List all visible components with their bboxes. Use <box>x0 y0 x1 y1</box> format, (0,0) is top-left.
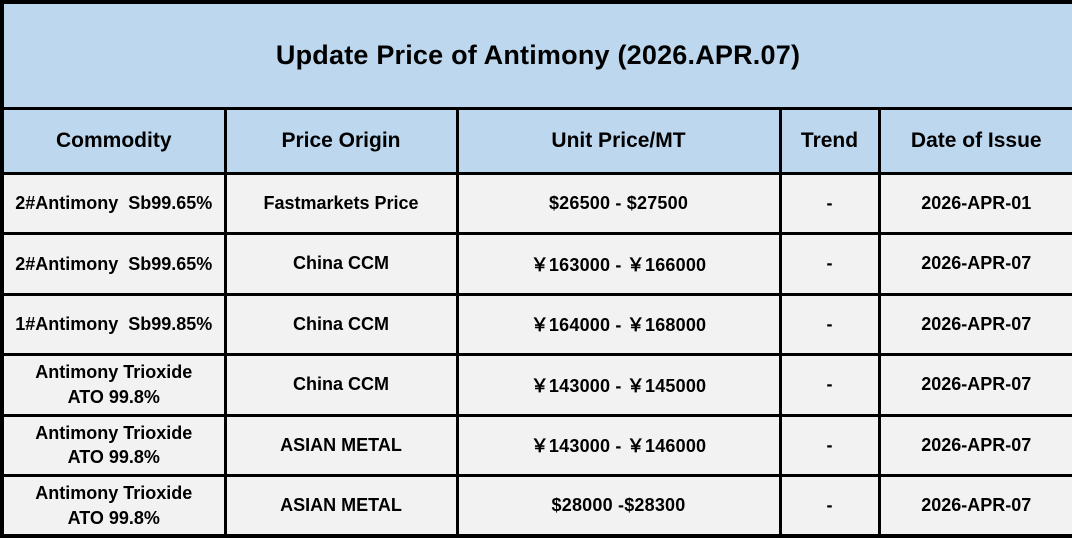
cell-price: ￥143000 - ￥145000 <box>455 353 782 417</box>
cell-date: 2026-APR-07 <box>877 292 1072 356</box>
column-header-commodity: Commodity <box>0 106 227 175</box>
cell-origin: China CCM <box>223 353 459 417</box>
cell-trend: - <box>778 232 881 296</box>
cell-origin: China CCM <box>223 292 459 356</box>
column-header-date: Date of Issue <box>877 106 1072 175</box>
header-row: Commodity Price Origin Unit Price/MT Trend D… <box>0 106 1072 175</box>
title-row: Update Price of Antimony (2026.APR.07) <box>0 0 1072 110</box>
cell-origin: Fastmarkets Price <box>223 171 459 235</box>
cell-trend: - <box>778 474 881 538</box>
table-row: Antimony Trioxide ATO 99.8% ASIAN METAL ￥1… <box>0 413 1072 477</box>
cell-price: $28000 -$28300 <box>455 474 782 538</box>
cell-price: $26500 - $27500 <box>455 171 782 235</box>
cell-commodity: Antimony Trioxide ATO 99.8% <box>0 413 227 477</box>
table-row: Antimony Trioxide ATO 99.8% ASIAN METAL $2… <box>0 474 1072 538</box>
cell-trend: - <box>778 413 881 477</box>
cell-commodity: 2#Antimony Sb99.65% <box>0 232 227 296</box>
cell-commodity: 2#Antimony Sb99.65% <box>0 171 227 235</box>
cell-date: 2026-APR-07 <box>877 474 1072 538</box>
cell-commodity: Antimony Trioxide ATO 99.8% <box>0 353 227 417</box>
column-header-price: Unit Price/MT <box>455 106 782 175</box>
cell-origin: ASIAN METAL <box>223 474 459 538</box>
table-row: 2#Antimony Sb99.65% Fastmarkets Price $265… <box>0 171 1072 235</box>
cell-commodity: Antimony Trioxide ATO 99.8% <box>0 474 227 538</box>
cell-trend: - <box>778 171 881 235</box>
table-row: Antimony Trioxide ATO 99.8% China CCM ￥143… <box>0 353 1072 417</box>
page-title: Update Price of Antimony (2026.APR.07) <box>0 0 1072 110</box>
cell-trend: - <box>778 292 881 356</box>
cell-date: 2026-APR-07 <box>877 353 1072 417</box>
cell-date: 2026-APR-07 <box>877 413 1072 477</box>
table-body: 2#Antimony Sb99.65% Fastmarkets Price $265… <box>0 171 1072 538</box>
cell-price: ￥163000 - ￥166000 <box>455 232 782 296</box>
cell-price: ￥164000 - ￥168000 <box>455 292 782 356</box>
cell-price: ￥143000 - ￥146000 <box>455 413 782 477</box>
cell-origin: China CCM <box>223 232 459 296</box>
column-header-trend: Trend <box>778 106 881 175</box>
cell-trend: - <box>778 353 881 417</box>
table-row: 1#Antimony Sb99.85% China CCM ￥164000 - ￥1… <box>0 292 1072 356</box>
cell-date: 2026-APR-01 <box>877 171 1072 235</box>
column-header-origin: Price Origin <box>223 106 459 175</box>
cell-origin: ASIAN METAL <box>223 413 459 477</box>
cell-commodity: 1#Antimony Sb99.85% <box>0 292 227 356</box>
table-row: 2#Antimony Sb99.65% China CCM ￥163000 - ￥1… <box>0 232 1072 296</box>
cell-date: 2026-APR-07 <box>877 232 1072 296</box>
